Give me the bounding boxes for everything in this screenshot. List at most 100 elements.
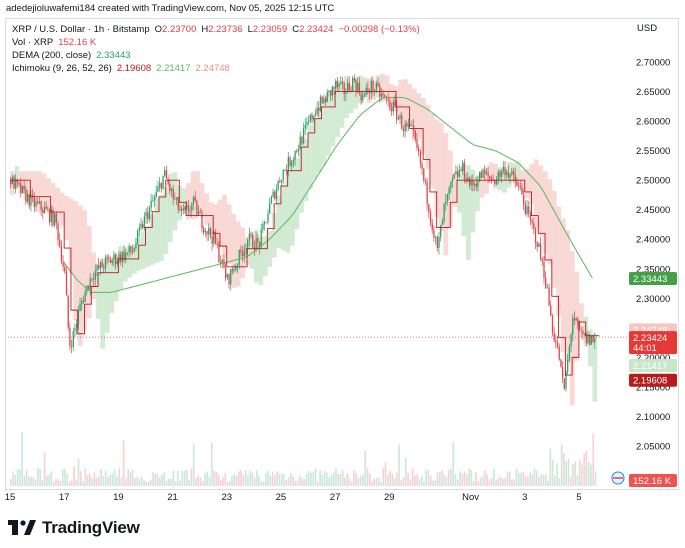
- volume-bar: [357, 477, 360, 486]
- close-label: C: [292, 24, 300, 35]
- volume-bar: [52, 481, 55, 486]
- candle-body: [541, 259, 543, 262]
- dema-label[interactable]: DEMA (200, close): [12, 50, 92, 61]
- volume-bar: [373, 478, 376, 486]
- candle-body: [458, 169, 460, 177]
- ichimoku-cloud-segment: [578, 303, 584, 325]
- candle-body: [485, 172, 488, 174]
- candle-body: [509, 174, 511, 178]
- volume-bar: [344, 477, 346, 486]
- ichimoku-cloud-segment: [122, 246, 128, 282]
- ichimoku-cloud-segment: [276, 195, 282, 249]
- volume-bar: [402, 477, 405, 486]
- volume-bar: [215, 471, 218, 486]
- volume-bar: [292, 476, 294, 486]
- volume-value: 152.16 K: [58, 37, 97, 48]
- candle-body: [311, 114, 313, 120]
- candle-body: [445, 200, 447, 204]
- ichimoku-cloud-segment: [19, 171, 24, 194]
- ichimoku-cloud-segment: [64, 196, 69, 240]
- volume-bar: [574, 461, 576, 486]
- candle-body: [270, 196, 273, 203]
- candle-body: [533, 223, 535, 229]
- volume-bar: [545, 475, 547, 486]
- candle-body: [292, 159, 295, 163]
- candle-body: [536, 242, 538, 248]
- volume-bar: [382, 468, 385, 486]
- candle-body: [387, 98, 389, 101]
- candle-body: [490, 178, 493, 181]
- volume-bar: [186, 469, 188, 486]
- volume-bar: [560, 443, 563, 486]
- volume-bar: [328, 477, 330, 486]
- candle-body: [419, 151, 422, 164]
- volume-bar: [592, 433, 595, 486]
- candle-body: [587, 334, 589, 344]
- open-label: O: [154, 24, 163, 35]
- ichimoku-cloud-segment: [484, 168, 489, 194]
- candle-body: [365, 87, 367, 94]
- candle-body: [138, 227, 140, 231]
- candle-body: [370, 80, 372, 94]
- volume-bar: [332, 472, 335, 486]
- candle-body: [384, 95, 386, 97]
- symbol-label[interactable]: XRP / U.S. Dollar · 1h · Bitstamp: [12, 24, 150, 35]
- volume-bar: [21, 431, 23, 486]
- volume-bar: [233, 473, 236, 486]
- candle-body: [37, 201, 39, 204]
- y-tick-label: 2.45000: [636, 205, 670, 216]
- candle-body: [396, 105, 398, 120]
- candle-body: [328, 90, 330, 93]
- candle-body: [524, 204, 527, 214]
- dema-line: [63, 96, 593, 293]
- ichimoku-cloud-segment: [416, 93, 422, 139]
- candle-body: [169, 183, 171, 191]
- candle-body: [468, 177, 471, 186]
- volume-bar: [249, 470, 251, 486]
- volume-bar: [217, 474, 220, 486]
- candle-body: [32, 194, 34, 198]
- volume-bar: [226, 481, 229, 486]
- candle-body: [394, 101, 396, 106]
- volume-bar: [271, 471, 274, 486]
- volume-bar: [427, 470, 430, 486]
- tradingview-logo[interactable]: TradingView: [8, 518, 140, 538]
- candle-body: [74, 328, 76, 332]
- volume-bar: [569, 476, 572, 486]
- ichimoku-label[interactable]: Ichimoku (9, 26, 52, 26): [12, 63, 112, 74]
- ichimoku-cloud-segment: [104, 256, 110, 333]
- ichimoku-cloud-segment: [420, 98, 426, 155]
- volume-bar: [163, 472, 166, 486]
- candle-body: [89, 278, 91, 290]
- candle-body: [556, 342, 559, 347]
- candle-body: [433, 230, 435, 238]
- candle-body: [203, 228, 205, 233]
- candle-body: [177, 197, 179, 210]
- ichimoku-cloud-segment: [362, 77, 367, 98]
- open-value: 2.23700: [162, 24, 197, 35]
- candle-body: [367, 87, 369, 93]
- y-tick-label: 2.60000: [636, 117, 670, 128]
- volume-bar: [283, 473, 285, 486]
- candle-body: [42, 209, 44, 213]
- candle-body: [457, 171, 459, 177]
- volume-bar: [558, 477, 561, 486]
- candle-body: [175, 197, 178, 200]
- candle-body: [152, 200, 154, 202]
- currency-label[interactable]: USD: [637, 23, 658, 34]
- candle-body: [567, 359, 569, 373]
- volume-bar: [224, 473, 227, 486]
- ichimoku-cloud-segment: [398, 79, 404, 120]
- candle-body: [392, 101, 394, 112]
- volume-bar: [37, 468, 39, 486]
- candle-body: [539, 243, 542, 260]
- volume-bar: [407, 472, 409, 486]
- volume-label[interactable]: Vol · XRP: [12, 37, 54, 48]
- volume-bar: [393, 477, 396, 486]
- candle-body: [96, 265, 98, 272]
- candle-body: [164, 170, 166, 176]
- candle-body: [397, 117, 400, 120]
- volume-bar: [405, 457, 407, 486]
- candle-body: [506, 172, 508, 176]
